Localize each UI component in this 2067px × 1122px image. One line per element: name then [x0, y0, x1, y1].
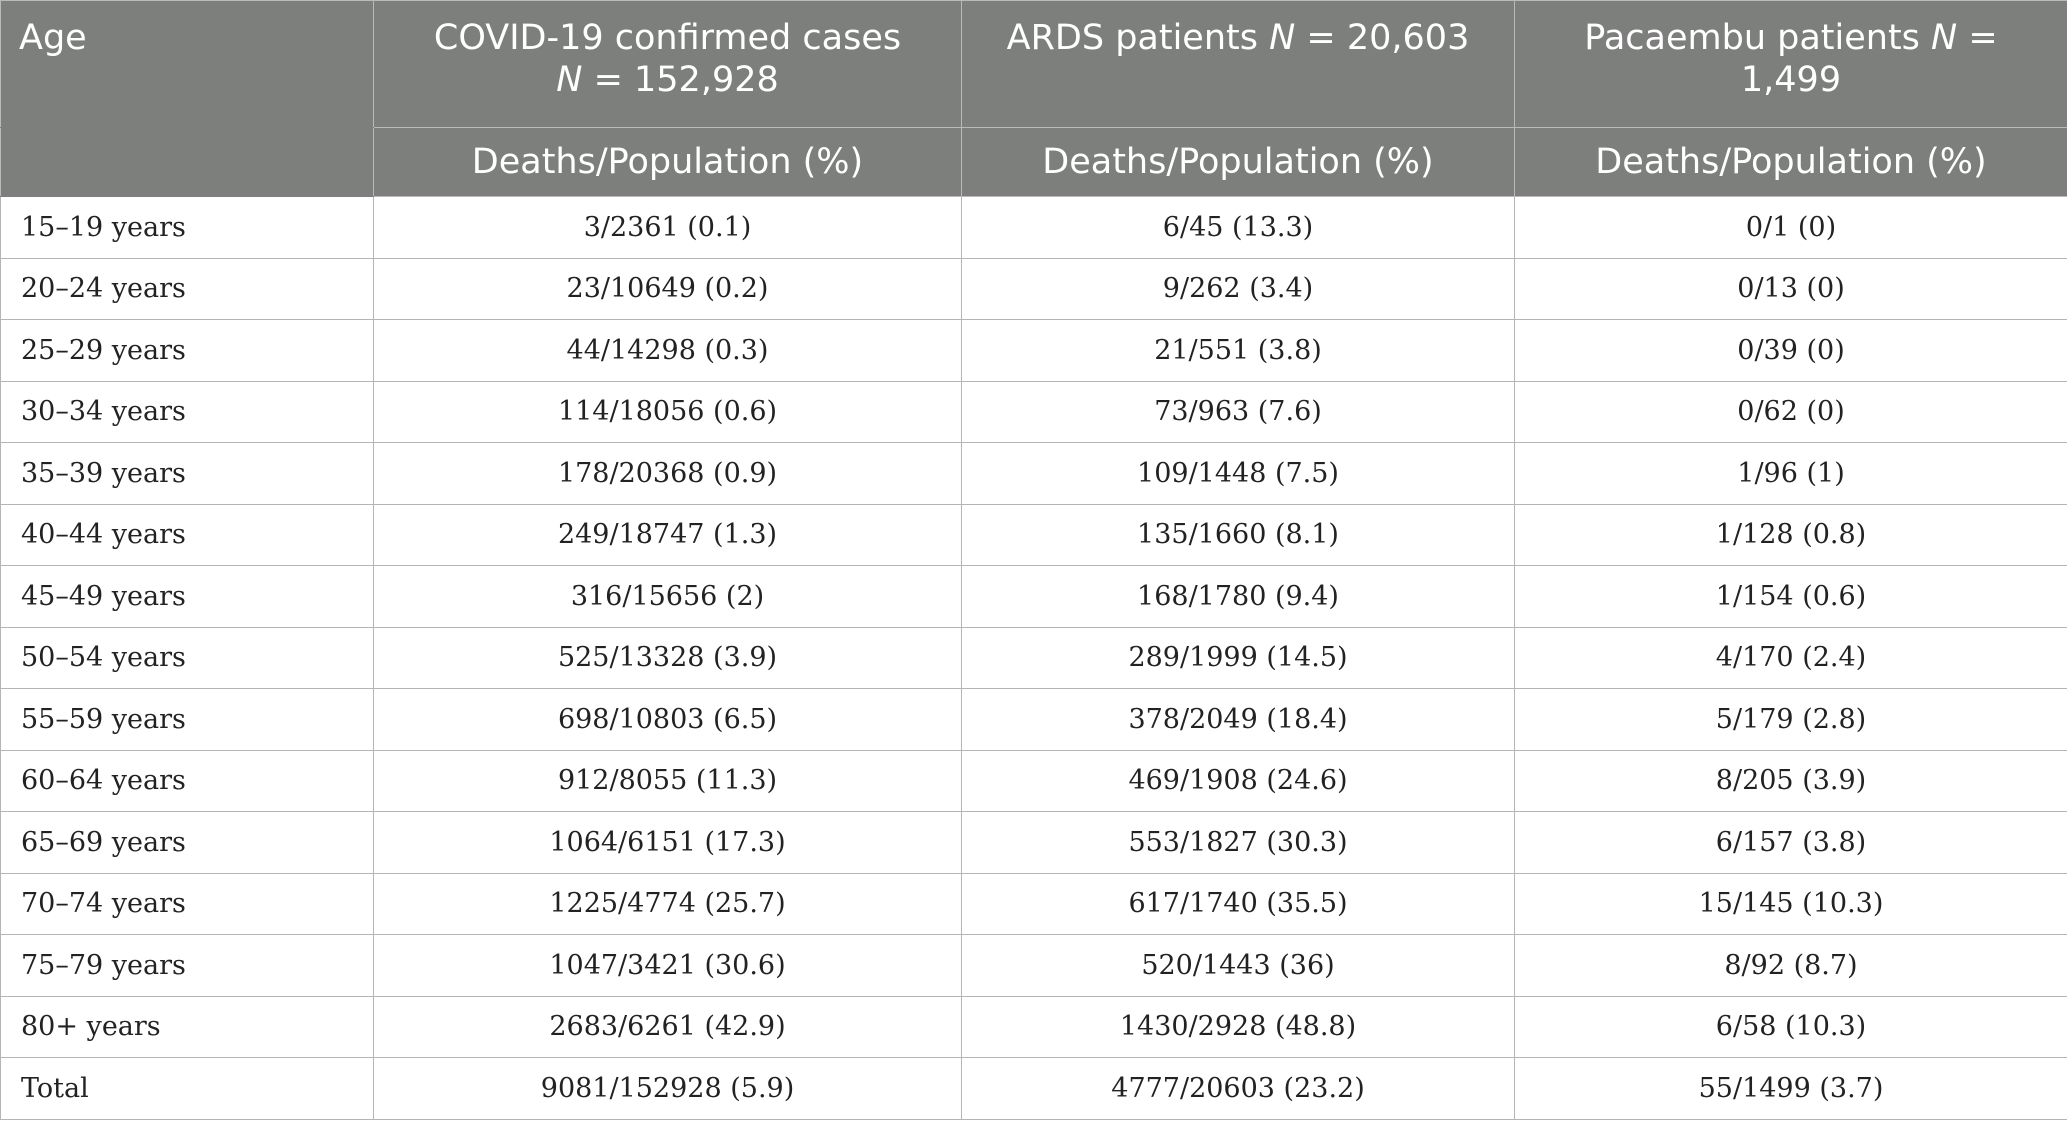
covid-cell: 249/18747 (1.3): [373, 503, 962, 566]
ards-cell: 6/45 (13.3): [961, 196, 1515, 259]
ards-cell: 21/551 (3.8): [961, 319, 1515, 382]
age-cell: 20–24 years: [0, 257, 374, 320]
header-pacaembu-n-value: = 1,499: [1740, 18, 1998, 100]
ards-cell: 109/1448 (7.5): [961, 442, 1515, 505]
pacaembu-cell: 0/13 (0): [1514, 257, 2067, 320]
ards-cell: 135/1660 (8.1): [961, 503, 1515, 566]
ards-cell: 4777/20603 (23.2): [961, 1057, 1515, 1120]
pacaembu-cell: 4/170 (2.4): [1514, 626, 2067, 689]
header-ards-label: ARDS patients: [1006, 18, 1270, 58]
pacaembu-cell: 6/58 (10.3): [1514, 995, 2067, 1058]
table-row: Total 9081/152928 (5.9) 4777/20603 (23.2) 5…: [0, 1057, 2067, 1120]
table-row: 75–79 years 1047/3421 (30.6) 520/1443 (36)…: [0, 934, 2067, 997]
subheader-ards: Deaths/Population (%): [961, 127, 1515, 197]
header-age-spacer: [0, 127, 374, 197]
covid-cell: 2683/6261 (42.9): [373, 995, 962, 1058]
pacaembu-cell: 15/145 (10.3): [1514, 872, 2067, 935]
covid-cell: 1064/6151 (17.3): [373, 811, 962, 874]
age-cell: 30–34 years: [0, 380, 374, 443]
table-row: 55–59 years 698/10803 (6.5) 378/2049 (18.4…: [0, 688, 2067, 751]
table-row: 60–64 years 912/8055 (11.3) 469/1908 (24.6…: [0, 749, 2067, 812]
table-header: Age COVID-19 confirmed cases N = 152,928 …: [0, 0, 2067, 197]
covid-cell: 114/18056 (0.6): [373, 380, 962, 443]
age-cell: 40–44 years: [0, 503, 374, 566]
table-row: 50–54 years 525/13328 (3.9) 289/1999 (14.5…: [0, 626, 2067, 689]
age-cell: 80+ years: [0, 995, 374, 1058]
ards-cell: 73/963 (7.6): [961, 380, 1515, 443]
pacaembu-cell: 8/205 (3.9): [1514, 749, 2067, 812]
ards-cell: 168/1780 (9.4): [961, 565, 1515, 628]
header-ards-n-value: = 20,603: [1295, 18, 1470, 58]
table-body: 15–19 years 3/2361 (0.1) 6/45 (13.3) 0/1 (0…: [0, 196, 2067, 1120]
pacaembu-cell: 1/154 (0.6): [1514, 565, 2067, 628]
ards-cell: 378/2049 (18.4): [961, 688, 1515, 751]
covid-cell: 698/10803 (6.5): [373, 688, 962, 751]
age-cell: 75–79 years: [0, 934, 374, 997]
age-cell: 60–64 years: [0, 749, 374, 812]
covid-cell: 912/8055 (11.3): [373, 749, 962, 812]
table-row: 20–24 years 23/10649 (0.2) 9/262 (3.4) 0/13…: [0, 257, 2067, 320]
pacaembu-cell: 5/179 (2.8): [1514, 688, 2067, 751]
pacaembu-cell: 1/96 (1): [1514, 442, 2067, 505]
ards-cell: 520/1443 (36): [961, 934, 1515, 997]
header-pacaembu-n-symbol: N: [1931, 18, 1958, 58]
table-row: 25–29 years 44/14298 (0.3) 21/551 (3.8) 0/3…: [0, 319, 2067, 382]
table-row: 80+ years 2683/6261 (42.9) 1430/2928 (48.8…: [0, 995, 2067, 1058]
subheader-covid: Deaths/Population (%): [373, 127, 962, 197]
age-cell: 45–49 years: [0, 565, 374, 628]
age-cell: 35–39 years: [0, 442, 374, 505]
header-covid-n-value: = 152,928: [582, 60, 779, 100]
covid-cell: 1225/4774 (25.7): [373, 872, 962, 935]
covid-cell: 1047/3421 (30.6): [373, 934, 962, 997]
header-ards-n-symbol: N: [1269, 18, 1296, 58]
covid-cell: 9081/152928 (5.9): [373, 1057, 962, 1120]
pacaembu-cell: 0/62 (0): [1514, 380, 2067, 443]
ards-cell: 1430/2928 (48.8): [961, 995, 1515, 1058]
pacaembu-cell: 0/39 (0): [1514, 319, 2067, 382]
header-covid-confirmed: COVID-19 confirmed cases N = 152,928: [373, 0, 962, 128]
ards-cell: 553/1827 (30.3): [961, 811, 1515, 874]
table-row: 15–19 years 3/2361 (0.1) 6/45 (13.3) 0/1 (0…: [0, 196, 2067, 259]
covid-cell: 3/2361 (0.1): [373, 196, 962, 259]
header-age: Age: [0, 0, 374, 128]
table-row: 30–34 years 114/18056 (0.6) 73/963 (7.6) 0/…: [0, 380, 2067, 443]
subheader-pacaembu: Deaths/Population (%): [1514, 127, 2067, 197]
covid-cell: 23/10649 (0.2): [373, 257, 962, 320]
age-cell: 50–54 years: [0, 626, 374, 689]
pacaembu-cell: 0/1 (0): [1514, 196, 2067, 259]
covid-cell: 178/20368 (0.9): [373, 442, 962, 505]
table-row: 45–49 years 316/15656 (2) 168/1780 (9.4) 1/…: [0, 565, 2067, 628]
header-covid-label: COVID-19 confirmed cases: [433, 18, 902, 58]
ards-cell: 9/262 (3.4): [961, 257, 1515, 320]
header-pacaembu-label: Pacaembu patients: [1584, 18, 1932, 58]
pacaembu-cell: 1/128 (0.8): [1514, 503, 2067, 566]
pacaembu-cell: 55/1499 (3.7): [1514, 1057, 2067, 1120]
pacaembu-cell: 6/157 (3.8): [1514, 811, 2067, 874]
header-pacaembu: Pacaembu patients N = 1,499: [1514, 0, 2067, 128]
covid-cell: 316/15656 (2): [373, 565, 962, 628]
covid-cell: 44/14298 (0.3): [373, 319, 962, 382]
age-cell: 15–19 years: [0, 196, 374, 259]
table-row: 65–69 years 1064/6151 (17.3) 553/1827 (30.…: [0, 811, 2067, 874]
pacaembu-cell: 8/92 (8.7): [1514, 934, 2067, 997]
table-row: 70–74 years 1225/4774 (25.7) 617/1740 (35.…: [0, 872, 2067, 935]
ards-cell: 617/1740 (35.5): [961, 872, 1515, 935]
header-row-subheader: Deaths/Population (%) Deaths/Population …: [0, 127, 2067, 197]
age-cell: 55–59 years: [0, 688, 374, 751]
ards-cell: 469/1908 (24.6): [961, 749, 1515, 812]
age-cell: 25–29 years: [0, 319, 374, 382]
header-ards: ARDS patients N = 20,603: [961, 0, 1515, 128]
age-cell: Total: [0, 1057, 374, 1120]
header-covid-n-symbol: N: [556, 60, 583, 100]
table-row: 35–39 years 178/20368 (0.9) 109/1448 (7.5)…: [0, 442, 2067, 505]
header-row-groups: Age COVID-19 confirmed cases N = 152,928 …: [0, 0, 2067, 128]
age-cell: 65–69 years: [0, 811, 374, 874]
age-cell: 70–74 years: [0, 872, 374, 935]
table-row: 40–44 years 249/18747 (1.3) 135/1660 (8.1)…: [0, 503, 2067, 566]
ards-cell: 289/1999 (14.5): [961, 626, 1515, 689]
covid-cell: 525/13328 (3.9): [373, 626, 962, 689]
